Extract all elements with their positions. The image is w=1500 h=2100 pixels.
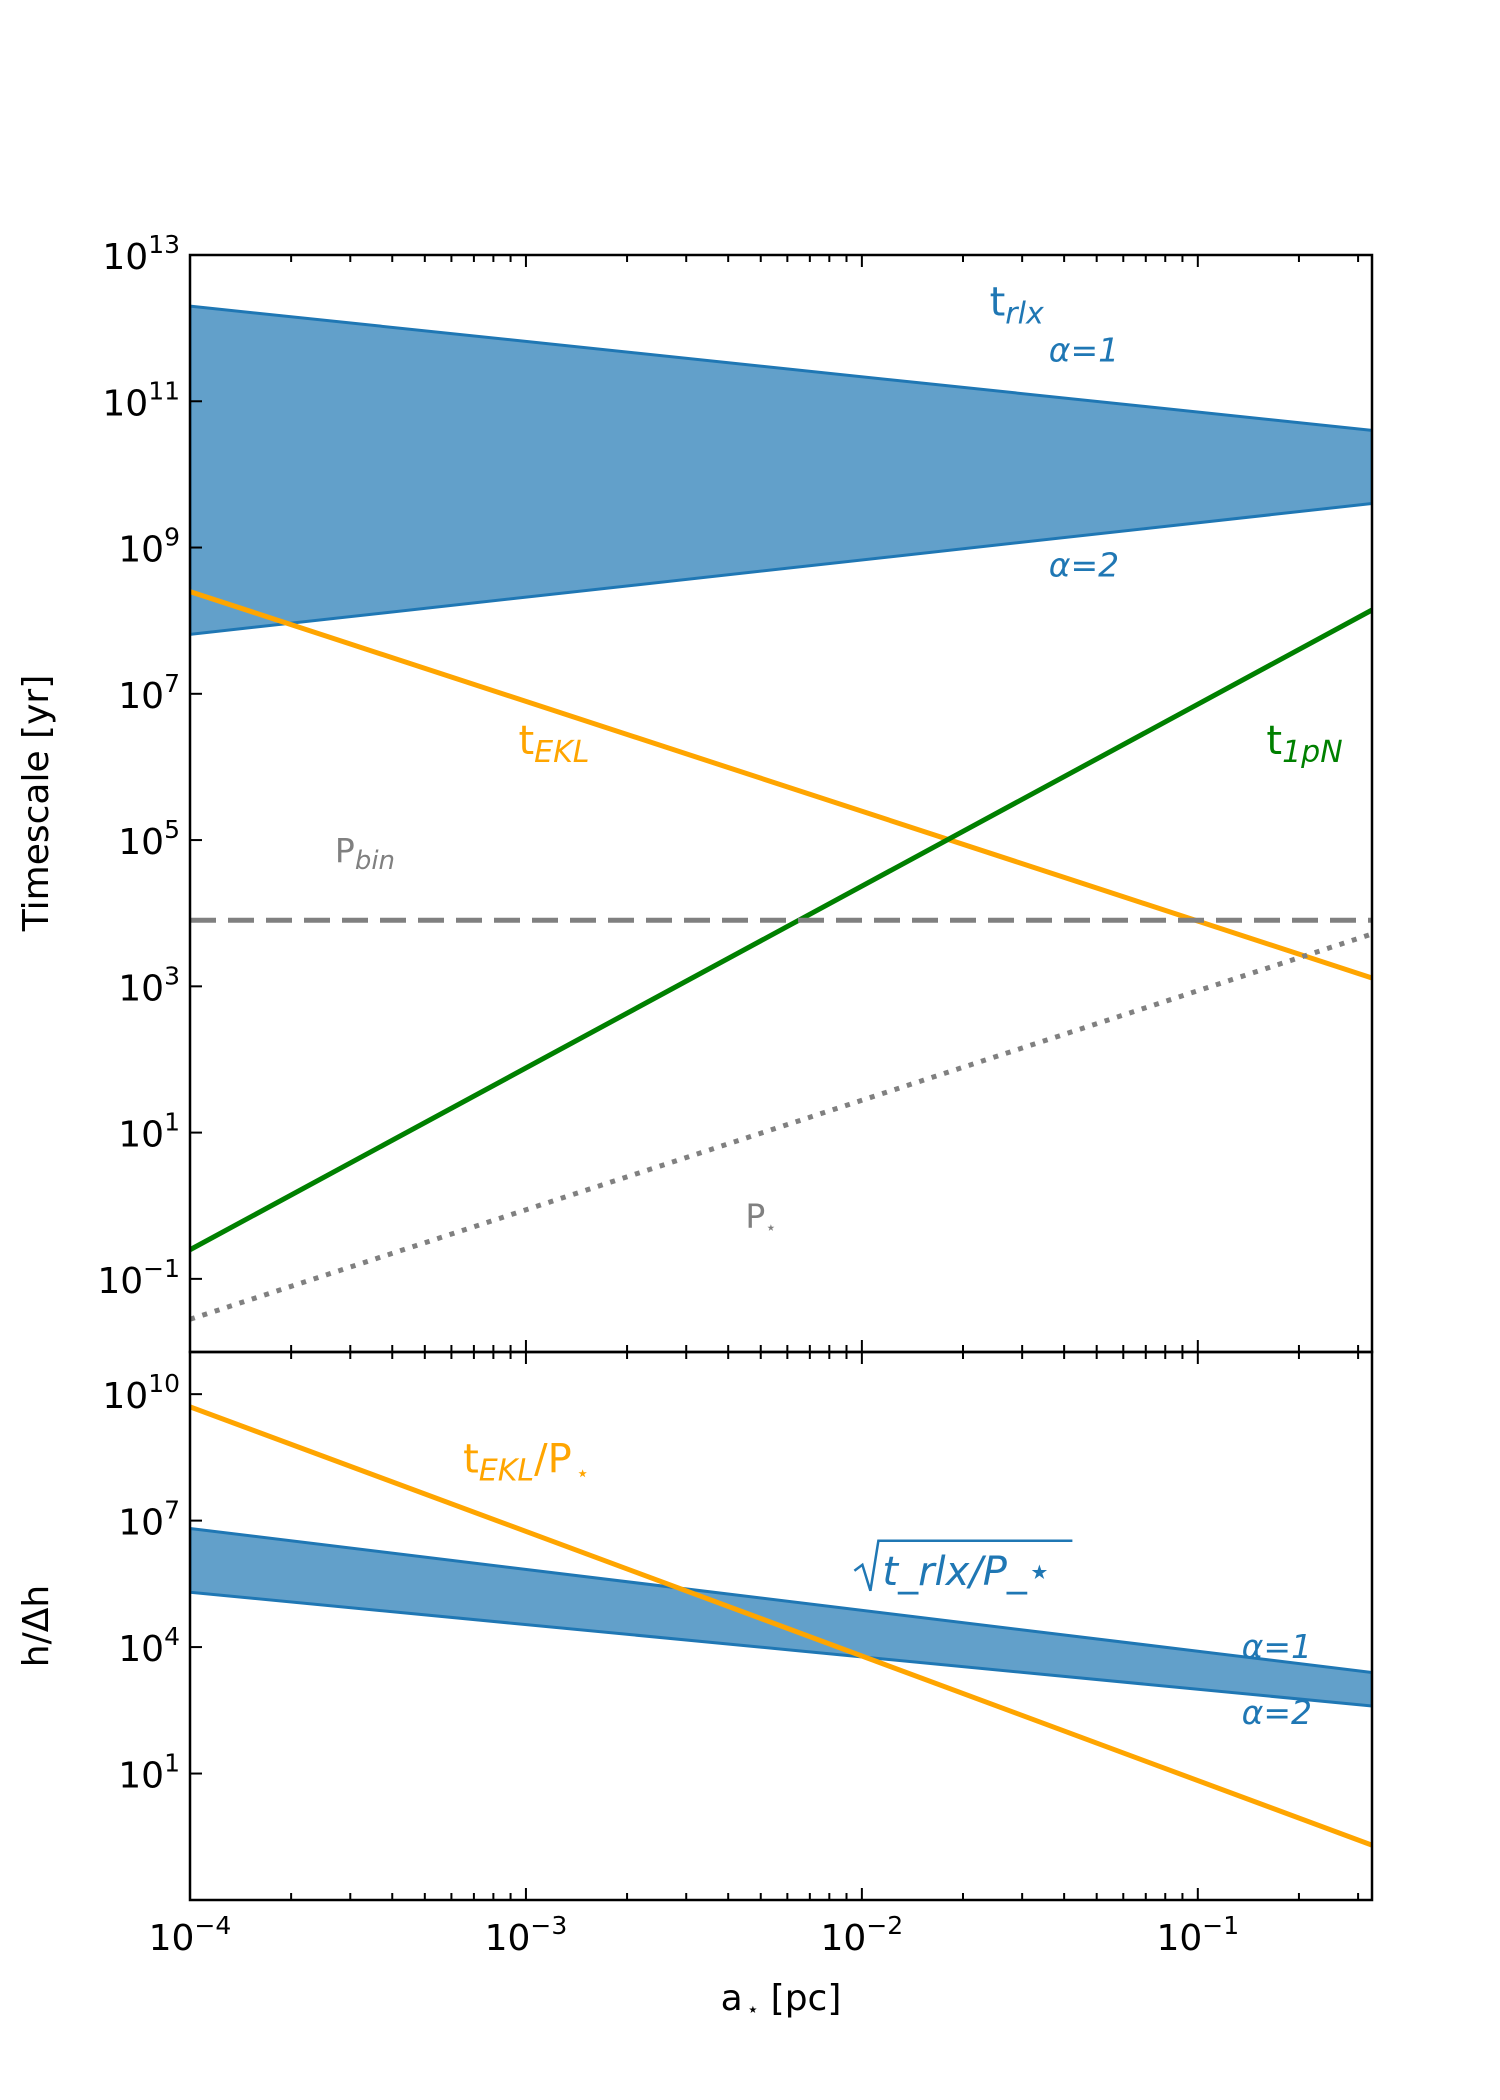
pstar-line [190,931,1372,1322]
trlx-band-group [190,304,1372,636]
ratio-label: tEKL/P ⋆ [463,1436,589,1488]
t1pn-label: t1pN [1266,718,1342,770]
x-tick-label: 10−1 [1156,1911,1239,1959]
x-tick-label: 10−4 [149,1911,232,1959]
bottom-axes-frame [188,1350,1374,1902]
pbin-label: Pbin [335,831,395,876]
alpha2-bottom-label: α=2 [1242,1693,1312,1732]
y-tick-label: 104 [118,1622,180,1670]
y-tick-label: 105 [118,815,180,863]
x-tick-label: 10−2 [821,1911,904,1959]
y-tick-label: 107 [118,669,180,717]
sqrt-label: t_rlx/P_⋆ [853,1539,1073,1595]
ratio-line [190,1404,1372,1848]
x-tick-label: 10−3 [485,1911,568,1959]
t1pn-line [190,607,1372,1252]
xlabel: a ⋆ [pc] [721,1978,842,2021]
y-tick-label: 101 [118,1108,180,1156]
sqrt-band [190,1526,1372,1708]
top-ylabel: Timescale [yr] [16,675,57,933]
trlx-band [190,304,1372,636]
bottom-ylabel: h/Δh [16,1585,57,1667]
timescale-panel: 1013 1011 109 107 105 103 101 10−1 trlx α=1 α=2… [16,230,1374,1354]
alpha2-top-label: α=2 [1049,546,1119,585]
y-tick-label: 101 [118,1749,180,1797]
alpha1-top-label: α=1 [1049,330,1119,369]
bottom-axis-ticks: 1010 107 104 101 10−4 10−3 10−2 10−1 [102,1352,1360,1959]
ratio-panel: 1010 107 104 101 10−4 10−3 10−2 10−1 tEKL/P ⋆ t_… [16,1350,1374,2021]
pstar-label: P⋆ [745,1197,776,1239]
y-tick-label: 109 [118,523,180,571]
tekl-label: tEKL [518,718,589,770]
y-tick-label: 1010 [102,1369,180,1417]
sqrt-text: t_rlx/P_⋆ [882,1549,1052,1595]
tekl-line [190,589,1372,981]
sqrt-sign-icon [853,1539,1073,1592]
trlx-label: trlx [990,279,1044,331]
y-tick-label: 103 [118,961,180,1009]
y-tick-label: 1013 [102,230,180,278]
y-tick-label: 107 [118,1496,180,1544]
y-tick-label: 10−1 [97,1254,180,1302]
y-tick-label: 1011 [102,376,180,424]
alpha1-bottom-label: α=1 [1242,1627,1312,1666]
